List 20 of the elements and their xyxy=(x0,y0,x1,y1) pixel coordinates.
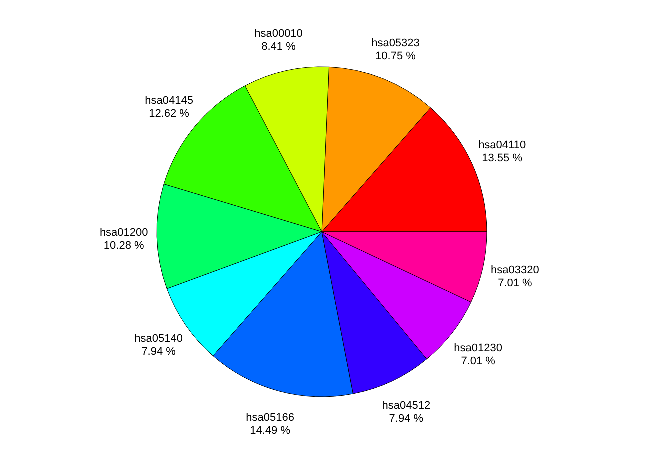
data-label: 7.01 % xyxy=(461,356,496,368)
data-label: 10.75 % xyxy=(376,50,416,62)
data-label: 14.49 % xyxy=(250,425,291,438)
slice-label: hsa04145 xyxy=(145,94,194,107)
data-label: 7.01 % xyxy=(498,277,533,290)
slice-label: hsa04110 xyxy=(478,139,526,152)
data-label: 13.55 % xyxy=(482,152,523,164)
data-label: 8.41 % xyxy=(262,40,296,53)
slice-label: hsa05140 xyxy=(134,333,183,346)
slice-label: hsa05323 xyxy=(372,37,420,50)
slice-label: hsa05166 xyxy=(246,412,294,424)
data-label: 7.94 % xyxy=(389,413,424,426)
data-label: 10.28 % xyxy=(104,240,144,252)
data-label: 7.94 % xyxy=(142,346,176,358)
data-label: 12.62 % xyxy=(149,108,190,120)
slice-label: hsa03320 xyxy=(491,264,540,276)
slice-label: hsa00010 xyxy=(254,28,303,40)
slice-label: hsa04512 xyxy=(382,400,431,412)
slice-label: hsa01230 xyxy=(454,342,502,355)
slice-label: hsa01200 xyxy=(100,226,148,239)
